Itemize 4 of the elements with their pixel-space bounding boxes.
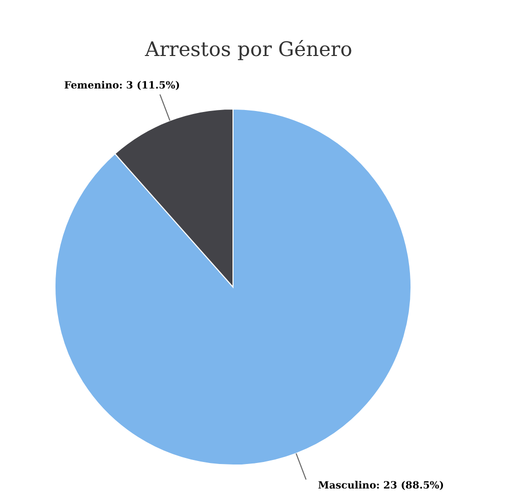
slice-label: Femenino: 3 (11.5%)	[64, 80, 180, 92]
pie-slice	[54, 108, 412, 466]
chart-title: Arrestos por Género	[144, 37, 352, 61]
slice-label: Masculino: 23 (88.5%)	[318, 480, 444, 492]
